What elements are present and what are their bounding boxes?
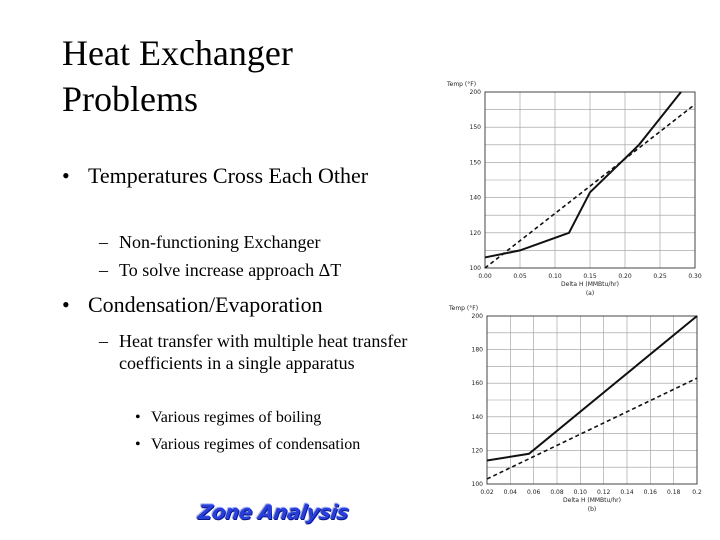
series-line-solid (486, 315, 698, 462)
x-tick-label: 0.25 (653, 273, 667, 280)
y-axis-label: Temp (°F) (446, 81, 476, 88)
x-tick-label: 0.30 (688, 273, 702, 280)
series-line-solid (484, 91, 682, 259)
sub-bullet-text: Heat transfer with multiple heat transfe… (119, 331, 408, 373)
x-tick-label: 0.15 (583, 273, 597, 280)
x-tick-label: 0.2 (692, 489, 702, 496)
y-tick-label: 140 (472, 414, 484, 421)
x-tick-label: 0.05 (513, 273, 527, 280)
series-line-dashed (486, 377, 698, 480)
bullet-dot: • (62, 292, 70, 317)
zone-analysis-logo: Zone Analysis (196, 500, 350, 524)
sub-bullet-heat-transfer: – Heat transfer with multiple heat trans… (99, 330, 431, 374)
sub-bullet-dash: – (99, 232, 108, 252)
y-tick-label: 140 (470, 195, 482, 202)
slide-title: Heat Exchanger Problems (62, 33, 293, 119)
sub-bullet-non-functioning: – Non-functioning Exchanger (99, 231, 439, 253)
y-tick-label: 200 (470, 89, 482, 96)
bullet-text: Temperatures Cross Each Other (88, 163, 369, 188)
x-axis-label: Delta H (MMBtu/hr) (561, 281, 619, 288)
x-tick-label: 0.10 (548, 273, 562, 280)
bullet-dot: • (62, 163, 70, 188)
bullet-dot: • (135, 409, 141, 426)
y-tick-label: 120 (470, 230, 482, 237)
y-tick-label: 180 (472, 347, 484, 354)
sub-sub-bullet-boiling: • Various regimes of boiling (135, 408, 441, 428)
x-tick-label: 0.18 (667, 489, 681, 496)
chart-a: 0.00 0.05 0.10 0.15 0.20 0.25 0.30 100 120 140 150… (446, 81, 702, 297)
y-tick-label: 100 (470, 265, 482, 272)
y-tick-label: 160 (472, 380, 484, 387)
y-tick-label: 200 (472, 313, 484, 320)
x-tick-label: 0.14 (620, 489, 634, 496)
x-tick-label: 0.00 (478, 273, 492, 280)
bullet-condensation: • Condensation/Evaporation (62, 292, 418, 318)
bullet-temperatures-cross: • Temperatures Cross Each Other (62, 163, 408, 189)
y-axis-label: Temp (°F) (448, 305, 478, 312)
x-tick-label: 0.10 (574, 489, 588, 496)
x-tick-label: 0.20 (618, 273, 632, 280)
sub-bullet-increase-approach: – To solve increase approach ΔT (99, 259, 439, 281)
x-tick-label: 0.04 (504, 489, 518, 496)
x-tick-label: 0.16 (644, 489, 658, 496)
sub-bullet-dash: – (99, 260, 108, 280)
bullet-dot: • (135, 436, 141, 453)
x-tick-label: 0.12 (597, 489, 611, 496)
y-tick-label: 120 (472, 447, 484, 454)
plot-frame (486, 315, 698, 485)
sub-sub-bullet-condensation: • Various regimes of condensation (135, 435, 441, 455)
y-tick-label: 150 (470, 124, 482, 131)
sub-sub-bullet-text: Various regimes of boiling (151, 409, 322, 426)
chart-b: 0.02 0.04 0.06 0.08 0.10 0.12 0.14 0.16 0.18 0.2 1… (448, 305, 702, 513)
x-tick-label: 0.02 (480, 489, 494, 496)
bullet-text: Condensation/Evaporation (88, 292, 323, 317)
x-tick-label: 0.08 (550, 489, 564, 496)
series-line-dashed (484, 103, 696, 269)
sub-bullet-dash: – (99, 331, 108, 351)
panel-label: (b) (588, 506, 597, 513)
plot-frame (484, 91, 696, 269)
sub-sub-bullet-text: Various regimes of condensation (151, 436, 361, 453)
x-tick-label: 0.06 (527, 489, 541, 496)
sub-bullet-text: Non-functioning Exchanger (119, 232, 321, 252)
sub-bullet-text: To solve increase approach ΔT (119, 260, 342, 280)
y-tick-label: 150 (470, 159, 482, 166)
panel-label: (a) (586, 290, 594, 297)
x-axis-label: Delta H (MMBtu/hr) (563, 497, 621, 504)
y-tick-label: 100 (472, 481, 484, 488)
